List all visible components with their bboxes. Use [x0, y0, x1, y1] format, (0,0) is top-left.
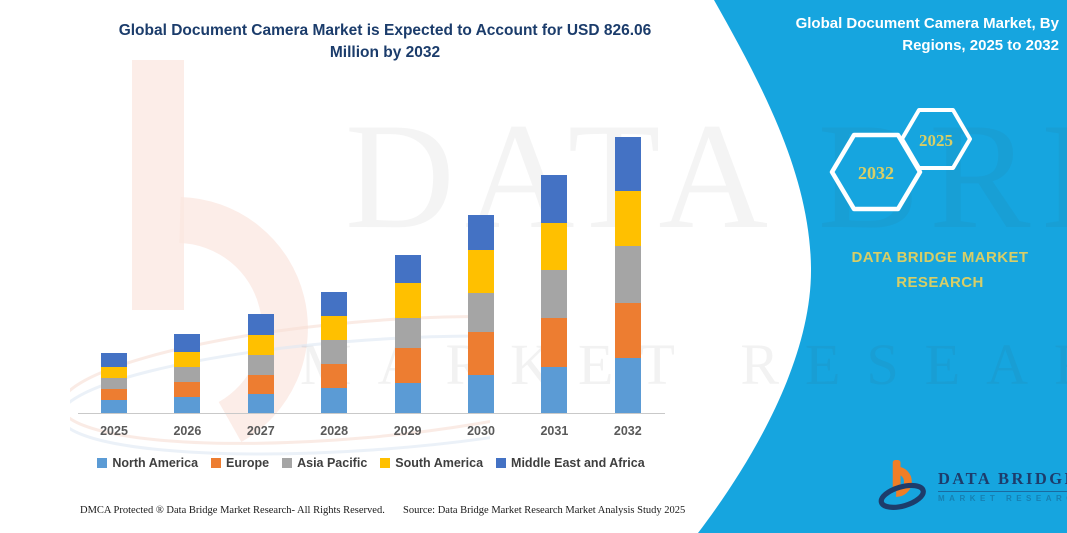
side-panel-heading-line2: Regions, 2025 to 2032 — [902, 37, 1059, 54]
bar-2032 — [614, 137, 641, 413]
bar-segment — [468, 250, 494, 293]
legend-label: Europe — [226, 456, 270, 470]
legend-item: Asia Pacific — [282, 456, 367, 470]
bar-segment — [101, 378, 127, 389]
bar-2027 — [247, 314, 274, 413]
company-logo-text: DATA BRIDGE MARKET RESEARCH — [938, 469, 1067, 503]
bar-segment — [247, 394, 274, 413]
bar-segment — [541, 270, 568, 318]
legend-swatch — [211, 458, 222, 468]
bar-segment — [541, 175, 568, 223]
bar-segment — [174, 382, 201, 397]
watermark-text-secondary: MARKET RESEARCH — [300, 332, 1067, 397]
bar-segment — [174, 367, 201, 382]
legend-swatch — [97, 458, 108, 468]
bar-segment — [101, 400, 127, 413]
bar-segment — [614, 358, 641, 413]
x-tick-label: 2026 — [173, 424, 202, 438]
bar-segment — [614, 246, 641, 303]
bar-segment — [321, 316, 348, 340]
side-panel-heading: Global Document Camera Market, By Region… — [729, 13, 1059, 57]
company-logo-mark — [878, 460, 926, 510]
x-tick-label: 2027 — [246, 424, 275, 438]
watermark-text-primary: DATA BRIDGE — [345, 92, 1067, 260]
bar-segment — [541, 367, 568, 413]
x-tick-label: 2028 — [320, 424, 349, 438]
bar-segment — [394, 255, 421, 283]
side-panel-heading-line1: Global Document Camera Market, By — [795, 15, 1059, 32]
hexagon-2032-label: 2032 — [858, 163, 894, 183]
x-tick-label: 2029 — [393, 424, 422, 438]
bar-segment — [321, 292, 348, 316]
x-tick-label: 2031 — [540, 424, 569, 438]
bar-segment — [394, 383, 421, 413]
legend-item: Europe — [211, 456, 269, 470]
bar-chart — [101, 137, 641, 413]
bar-segment — [321, 388, 348, 413]
bar-segment — [174, 397, 201, 413]
brand-text: DATA BRIDGE MARKET RESEARCH — [835, 245, 1045, 295]
brand-text-line1: DATA BRIDGE MARKET — [851, 249, 1029, 266]
footer-source: Source: Data Bridge Market Research Mark… — [403, 505, 686, 516]
legend-swatch — [282, 458, 293, 468]
bar-segment — [101, 353, 127, 367]
legend-item: South America — [380, 456, 483, 470]
legend-label: South America — [395, 456, 484, 470]
bar-segment — [468, 293, 494, 332]
bar-segment — [614, 191, 641, 246]
bar-segment — [174, 334, 201, 352]
legend-item: Middle East and Africa — [496, 456, 645, 470]
bar-segment — [101, 389, 127, 400]
x-tick-label: 2030 — [467, 424, 495, 438]
hexagon-badges: 2025 2032 — [829, 108, 972, 212]
bar-2030 — [468, 215, 494, 413]
x-axis-line — [78, 413, 665, 414]
page-title-line2: Million by 2032 — [329, 44, 441, 61]
hexagon-2032: 2032 — [829, 132, 923, 212]
company-logo: DATA BRIDGE MARKET RESEARCH — [878, 458, 1067, 514]
bar-2025 — [101, 353, 127, 413]
company-logo-subtitle: MARKET RESEARCH — [938, 494, 1067, 503]
bar-2031 — [541, 175, 568, 413]
bar-2028 — [321, 292, 348, 413]
bar-segment — [541, 223, 568, 270]
page-title-line1: Global Document Camera Market is Expecte… — [118, 22, 652, 39]
x-tick-label: 2025 — [100, 424, 128, 438]
bar-segment — [247, 375, 274, 394]
bar-segment — [394, 283, 421, 318]
bar-2029 — [394, 255, 421, 413]
page-title: Global Document Camera Market is Expecte… — [78, 20, 692, 64]
bar-segment — [541, 318, 568, 367]
footer-copyright: DMCA Protected ® Data Bridge Market Rese… — [80, 505, 385, 516]
bar-segment — [614, 137, 641, 191]
hexagon-2025-label: 2025 — [919, 131, 953, 150]
bar-segment — [468, 375, 494, 413]
legend-label: Middle East and Africa — [511, 456, 645, 470]
bar-segment — [394, 318, 421, 348]
brand-text-line2: RESEARCH — [896, 274, 984, 291]
bar-2026 — [174, 334, 201, 413]
company-logo-name: DATA BRIDGE — [938, 469, 1067, 492]
legend-label: Asia Pacific — [297, 456, 368, 470]
bar-segment — [394, 348, 421, 383]
bar-segment — [321, 340, 348, 364]
bar-segment — [321, 364, 348, 388]
x-tick-label: 2032 — [613, 424, 642, 438]
legend-swatch — [496, 458, 507, 468]
legend-item: North America — [97, 456, 198, 470]
bar-segment — [247, 355, 274, 375]
bar-segment — [174, 352, 201, 367]
bar-segment — [468, 215, 494, 250]
bar-segment — [614, 303, 641, 358]
bar-segment — [101, 367, 127, 378]
legend-label: North America — [112, 456, 199, 470]
legend-swatch — [380, 458, 391, 468]
bar-segment — [247, 335, 274, 355]
bar-segment — [247, 314, 274, 335]
bar-segment — [468, 332, 494, 375]
chart-legend: North America Europe Asia Pacific South Ame… — [75, 456, 667, 470]
